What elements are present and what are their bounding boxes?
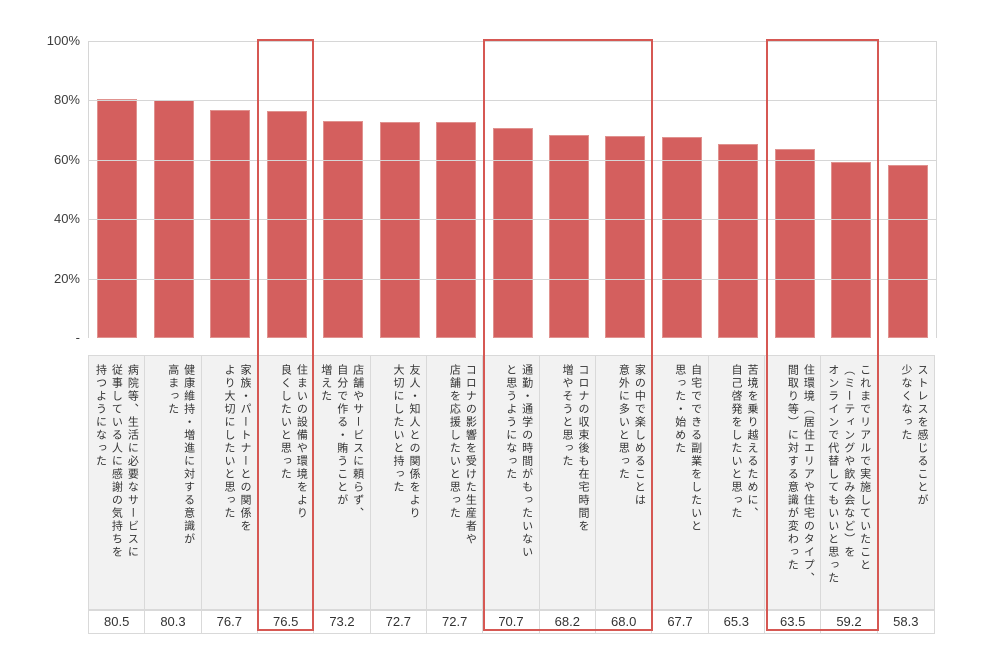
value-cell-6: 72.7 — [371, 611, 427, 633]
category-label-15: ストレスを感じることが 少なくなった — [900, 364, 928, 507]
bar-9 — [548, 135, 589, 338]
category-label-11: 自宅でできる副業をしたいと 思った・始めた — [652, 356, 709, 609]
bar-slot — [315, 41, 371, 338]
category-label-row: 病院等、生活に必要なサービスに 従事している人に感謝の気持ちを 持つようになった… — [88, 355, 935, 610]
bar-slot — [880, 41, 936, 338]
gridline-20 — [89, 278, 936, 280]
category-label-12: 苦境を乗り越えるために、 自己啓発をしたいと思った — [709, 356, 765, 609]
bar-3 — [210, 110, 251, 338]
bar-12 — [718, 144, 759, 338]
bar-4 — [266, 110, 307, 338]
bar-slot — [654, 41, 710, 338]
bar-10 — [605, 136, 646, 338]
category-label-4: 住まいの設備や環境をより 良くしたいと思った — [258, 356, 315, 609]
category-label-2: 健康維持・増進に対する意識が 高まった — [145, 356, 202, 609]
value-cell-12: 65.3 — [709, 611, 765, 633]
bar-11 — [661, 136, 702, 338]
bar-slot — [597, 41, 653, 338]
gridline-100 — [89, 41, 936, 42]
bar-slot — [89, 41, 145, 338]
value-cell-8: 70.7 — [483, 611, 540, 633]
category-label-10: 家の中で楽しめることは 意外に多いと思った — [596, 356, 653, 609]
value-row: 80.5 80.3 76.7 76.5 73.2 72.7 72.7 70.7 68.2 68.0… — [88, 610, 935, 634]
value-cell-15: 58.3 — [893, 614, 919, 629]
gridline-40 — [89, 219, 936, 221]
bar-slot — [767, 41, 823, 338]
gridline-80 — [89, 100, 936, 102]
bar-2 — [153, 99, 194, 338]
y-axis-tick-label: 40% — [53, 211, 80, 227]
y-axis-tick-label: 100% — [46, 33, 80, 48]
category-label-14: これまでリアルで実施していたこと （ミーティングや飲み会など）を オンラインで代… — [821, 356, 878, 609]
plot-area — [88, 41, 937, 338]
value-cell-3: 76.7 — [202, 611, 258, 633]
bar-5 — [323, 120, 364, 338]
bar-slot — [541, 41, 597, 338]
bar-13 — [774, 149, 815, 338]
bar-15 — [887, 164, 928, 338]
category-label-8: 通勤・通学の時間がもったいない と思うようになった — [483, 356, 540, 609]
value-cell-10: 68.0 — [596, 611, 653, 633]
value-cell-2: 80.3 — [145, 611, 202, 633]
bars-container — [89, 41, 936, 338]
bar-14 — [831, 162, 872, 338]
bar-6 — [379, 122, 420, 338]
value-cell-9: 68.2 — [540, 611, 596, 633]
bar-slot — [258, 41, 314, 338]
gridline-60 — [89, 159, 936, 161]
y-axis-tick-label: 80% — [53, 92, 80, 108]
bar-slot — [371, 41, 427, 338]
y-axis-tick-label: 20% — [53, 270, 80, 286]
bar-slot — [823, 41, 879, 338]
category-label-3: 家族・パートナーとの関係を より大切にしたいと思った — [202, 356, 258, 609]
category-label-7: コロナの影響を受けた生産者や 店舗を応援したいと思った — [427, 356, 484, 609]
bar-slot — [202, 41, 258, 338]
value-cell-4: 76.5 — [258, 611, 315, 633]
category-label-1: 病院等、生活に必要なサービスに 従事している人に感謝の気持ちを 持つようになった — [89, 356, 146, 609]
value-cell-13: 63.5 — [765, 611, 822, 633]
category-label-5: 店舗やサービスに頼らず、 自分で作る・賄うことが 増えた — [314, 356, 371, 609]
bar-8 — [492, 128, 533, 338]
category-label-9: コロナの収束後も在宅時間を 増やそうと思った — [540, 356, 596, 609]
category-label-13: 住環境（居住エリアや住宅のタイプ、 間取り等）に対する意識が変わった — [765, 356, 822, 609]
value-cell-11: 67.7 — [652, 611, 709, 633]
bar-slot — [710, 41, 766, 338]
bar-slot — [484, 41, 540, 338]
bar-slot — [145, 41, 201, 338]
y-axis-tick-label: - — [75, 330, 80, 345]
bar-1 — [97, 98, 138, 338]
category-label-6: 友人・知人との関係をより 大切にしたいと持った — [371, 356, 427, 609]
value-cell-5: 73.2 — [314, 611, 371, 633]
value-cell-7: 72.7 — [427, 611, 484, 633]
bar-slot — [428, 41, 484, 338]
y-axis-tick-label: 60% — [53, 151, 80, 167]
value-cell-14: 59.2 — [821, 611, 878, 633]
value-cell-1: 80.5 — [89, 611, 146, 633]
bar-7 — [436, 122, 477, 338]
